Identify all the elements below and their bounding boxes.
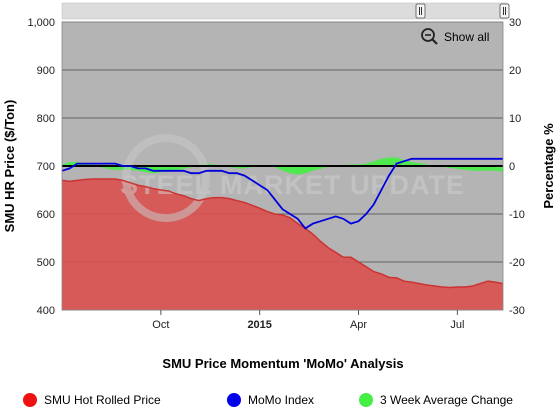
legend: SMU Hot Rolled Price MoMo Index 3 Week Ave… <box>23 393 513 407</box>
y2-tick-label: -20 <box>509 257 525 269</box>
legend-swatch <box>359 393 373 407</box>
y2-tick-label: 20 <box>509 65 521 77</box>
plot-frame <box>61 21 504 311</box>
momo-line <box>61 157 503 230</box>
series-lines <box>61 157 504 289</box>
watermark-ring <box>122 134 210 222</box>
x-tick-label: Oct <box>152 319 169 331</box>
y2-tick-label: 30 <box>509 17 521 29</box>
legend-item[interactable]: SMU Hot Rolled Price <box>23 393 161 407</box>
legend-label: MoMo Index <box>248 393 314 407</box>
navigator-handle-right[interactable] <box>499 3 510 19</box>
y-axis-title: SMU HR Price ($/Ton) <box>2 100 17 233</box>
y-tick-label: 700 <box>37 161 55 173</box>
navigator-track[interactable] <box>61 2 508 20</box>
y-tick-label: 1,000 <box>27 17 55 29</box>
y-tick-label: 400 <box>37 305 55 317</box>
y-tick-label: 800 <box>37 113 55 125</box>
watermark-logo-text: STEEL MARKET UPDATE <box>120 170 465 200</box>
axes: 400 500 600 700 800 900 1,000 -30 -20 -10 0 10 20 30 O… <box>27 17 524 331</box>
y2-tick-label: -30 <box>509 305 525 317</box>
y-tick-label: 600 <box>37 209 55 221</box>
y-tick-label: 900 <box>37 65 55 77</box>
show-all-label: Show all <box>444 30 489 44</box>
chart-title: SMU Price Momentum 'MoMo' Analysis <box>162 356 403 371</box>
x-tick-label: Jul <box>450 319 464 331</box>
y2-tick-label: -10 <box>509 209 525 221</box>
y2-axis-title: Percentage % <box>541 123 556 209</box>
hot-rolled-area <box>62 178 503 310</box>
hot-rolled-line <box>61 178 504 289</box>
x-tick-label: 2015 <box>247 319 271 331</box>
y-tick-label: 500 <box>37 257 55 269</box>
legend-swatch <box>23 393 37 407</box>
range-navigator[interactable] <box>61 2 510 20</box>
y2-tick-label: 0 <box>509 161 515 173</box>
legend-item[interactable]: MoMo Index <box>227 393 314 407</box>
x-tick-label: Apr <box>350 319 367 331</box>
navigator-handle-left[interactable] <box>415 3 426 19</box>
watermark: STEEL MARKET UPDATE <box>120 134 465 222</box>
zoom-out-icon <box>421 28 438 45</box>
legend-item[interactable]: 3 Week Average Change <box>359 393 513 407</box>
legend-label: SMU Hot Rolled Price <box>44 393 161 407</box>
show-all-button[interactable]: Show all <box>421 28 489 45</box>
legend-label: 3 Week Average Change <box>380 393 513 407</box>
legend-swatch <box>227 393 241 407</box>
y2-tick-label: 10 <box>509 113 521 125</box>
